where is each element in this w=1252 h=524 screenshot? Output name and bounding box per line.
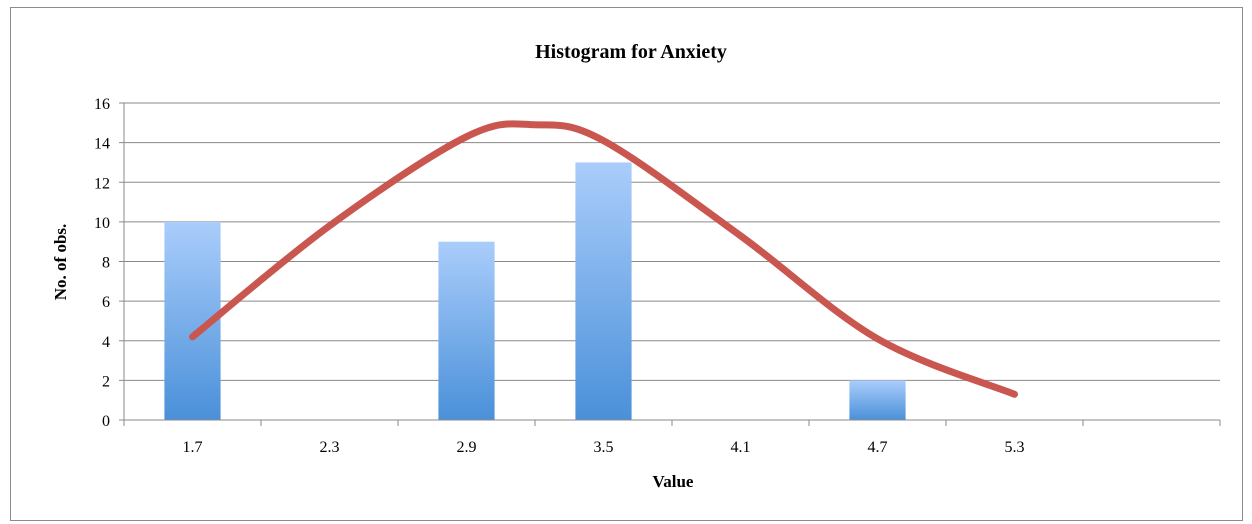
x-tick-label: 1.7 <box>183 439 203 456</box>
x-tick-label: 2.9 <box>457 439 477 456</box>
bar <box>438 241 495 420</box>
y-tick-label: 6 <box>102 294 110 311</box>
x-tick-label: 3.5 <box>594 439 614 456</box>
axes: 0 2 4 6 8 10 12 14 16 1.7 2.3 2.9 3.5 4.1 4.7 5.3 <box>94 96 1221 456</box>
y-tick-label: 8 <box>102 255 110 272</box>
fitted-curve-line <box>189 120 1018 398</box>
bars <box>164 162 906 420</box>
gridlines <box>124 102 1220 381</box>
y-axis-title: No. of obs. <box>51 224 70 301</box>
x-tick-label: 4.7 <box>868 439 888 456</box>
y-tick-label: 0 <box>102 413 110 430</box>
y-tick-label: 2 <box>102 373 110 390</box>
bar <box>575 162 632 420</box>
x-axis-title: Value <box>653 472 694 491</box>
y-tick-label: 10 <box>94 215 110 232</box>
x-tick-label: 2.3 <box>320 439 340 456</box>
y-tick-label: 14 <box>94 136 110 153</box>
bar <box>849 380 906 420</box>
y-tick-label: 12 <box>94 175 110 192</box>
y-tick-label: 16 <box>94 96 110 113</box>
curve-layer <box>189 120 1018 398</box>
chart-title: Histogram for Anxiety <box>535 41 727 63</box>
x-tick-label: 4.1 <box>731 439 751 456</box>
y-tick-label: 4 <box>102 334 110 351</box>
x-tick-label: 5.3 <box>1005 439 1025 456</box>
